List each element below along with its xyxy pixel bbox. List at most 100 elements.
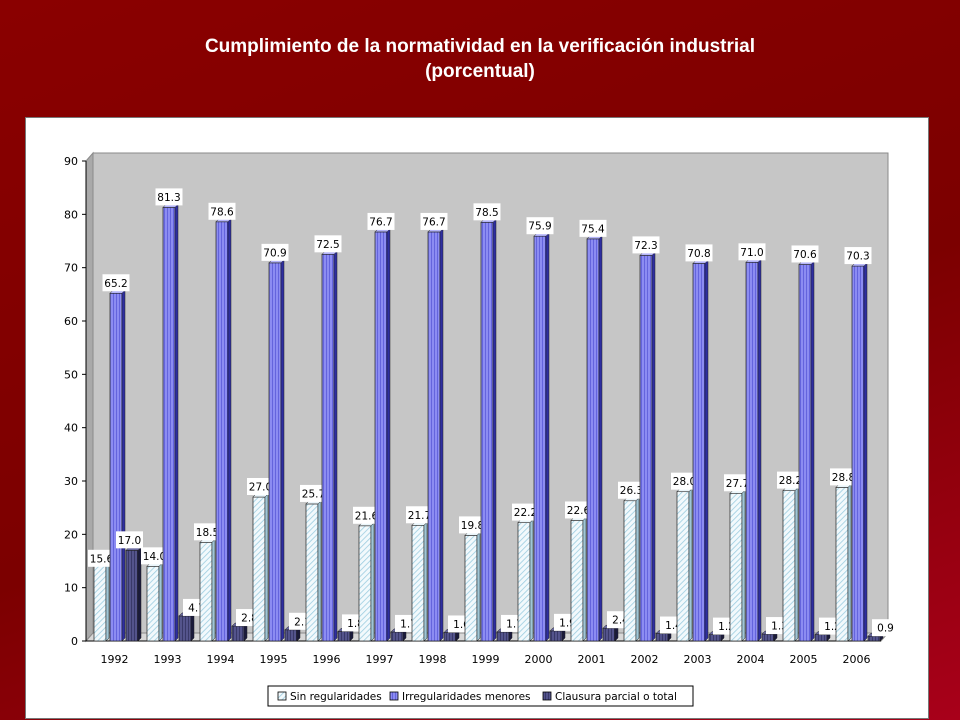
bar [835, 487, 849, 642]
data-label-box [88, 549, 115, 567]
bar [676, 491, 690, 642]
bar-side [741, 489, 746, 642]
data-label: 75.4 [581, 223, 605, 235]
data-label: 26.3 [620, 485, 643, 497]
x-tick-label: 1998 [419, 653, 447, 666]
bar [199, 541, 213, 642]
bar [570, 520, 584, 642]
legend-label: Irregularidades menores [402, 691, 531, 703]
x-tick-label: 1996 [313, 653, 341, 666]
data-label-box [724, 474, 751, 492]
x-tick-label: 2002 [631, 653, 659, 666]
bar [814, 634, 828, 642]
bar [655, 633, 669, 642]
bar-side [333, 250, 338, 642]
legend-label: Clausura parcial o total [555, 691, 677, 703]
data-label-box [367, 212, 395, 230]
data-label: 0.9 [877, 623, 894, 635]
bar [623, 500, 637, 642]
legend-box [267, 685, 694, 707]
bar [305, 503, 319, 642]
bar-side [704, 259, 709, 642]
bar-side [158, 562, 163, 642]
bar [708, 634, 722, 642]
data-label: 14.0 [143, 551, 166, 563]
bar [586, 238, 600, 642]
bar-side [105, 554, 110, 642]
data-label-box [141, 547, 168, 565]
bar-side [651, 251, 656, 642]
legend-swatch [542, 691, 552, 701]
bar-side [847, 483, 852, 642]
bar-side [688, 488, 693, 642]
bar [358, 525, 372, 642]
data-label: 18.5 [196, 527, 219, 539]
bar [745, 261, 759, 642]
bar-side [227, 218, 232, 642]
data-label: 76.7 [369, 216, 392, 228]
bar-side [174, 203, 179, 642]
bar [692, 263, 706, 642]
data-label-box [738, 243, 766, 261]
bar-side [863, 262, 868, 642]
data-label: 21.6 [355, 510, 379, 522]
y-tick-label: 90 [64, 155, 78, 168]
data-label: 15.6 [90, 553, 114, 565]
bar [480, 221, 494, 642]
y-tick-label: 50 [64, 368, 78, 381]
y-tick-label: 20 [64, 528, 78, 541]
bar [639, 255, 653, 642]
y-tick-label: 40 [64, 422, 78, 435]
x-tick-label: 1999 [472, 653, 500, 666]
bar-side [439, 228, 444, 642]
data-label-box [208, 202, 236, 220]
data-label: 22.6 [567, 505, 591, 517]
data-label-box [406, 506, 433, 524]
data-label-box [872, 619, 899, 637]
slide-title-line-1: Cumplimiento de la normatividad en la ve… [204, 36, 756, 57]
data-label: 81.3 [157, 192, 180, 204]
data-label: 22.2 [514, 507, 537, 519]
data-label: 21.7 [408, 510, 431, 522]
bar [178, 615, 192, 642]
chart-frame: 0 10 20 30 40 50 60 70 80 90 15.6 65.2 17.0 1992 14.0 8… [25, 117, 929, 719]
x-tick-label: 1993 [154, 653, 182, 666]
data-label-box [261, 243, 289, 261]
bar [782, 490, 796, 642]
bar [798, 264, 812, 642]
data-label-box [830, 468, 857, 486]
bar-side [757, 258, 762, 642]
data-label: 75.9 [528, 221, 551, 233]
data-label: 17.0 [118, 535, 141, 547]
bar [390, 631, 404, 642]
x-tick-label: 2006 [843, 653, 871, 666]
bar [443, 632, 457, 642]
data-label: 27.7 [726, 478, 749, 490]
data-label-box [314, 235, 342, 253]
bar-side [476, 531, 481, 642]
bar [268, 262, 282, 642]
y-tick-label: 70 [64, 262, 78, 275]
bar-side [529, 518, 534, 642]
bar-side [492, 218, 497, 642]
bar [252, 496, 266, 642]
bar [729, 492, 743, 642]
bar [496, 631, 510, 642]
data-label-box [526, 217, 554, 235]
data-label: 78.5 [475, 207, 498, 219]
data-label-box [579, 219, 607, 237]
bar [602, 627, 616, 642]
legend-label: Sin regularidades [290, 691, 382, 703]
x-tick-label: 1995 [260, 653, 288, 666]
bar [411, 524, 425, 642]
bar [851, 265, 865, 642]
bar-side [423, 521, 428, 642]
x-tick-label: 2000 [525, 653, 553, 666]
data-label-box [671, 472, 698, 490]
bar-side [211, 538, 216, 642]
bar [337, 631, 351, 642]
bar-side [264, 493, 269, 642]
x-tick-label: 1992 [101, 653, 129, 666]
data-label-box [116, 531, 143, 549]
data-label-box [247, 478, 274, 495]
